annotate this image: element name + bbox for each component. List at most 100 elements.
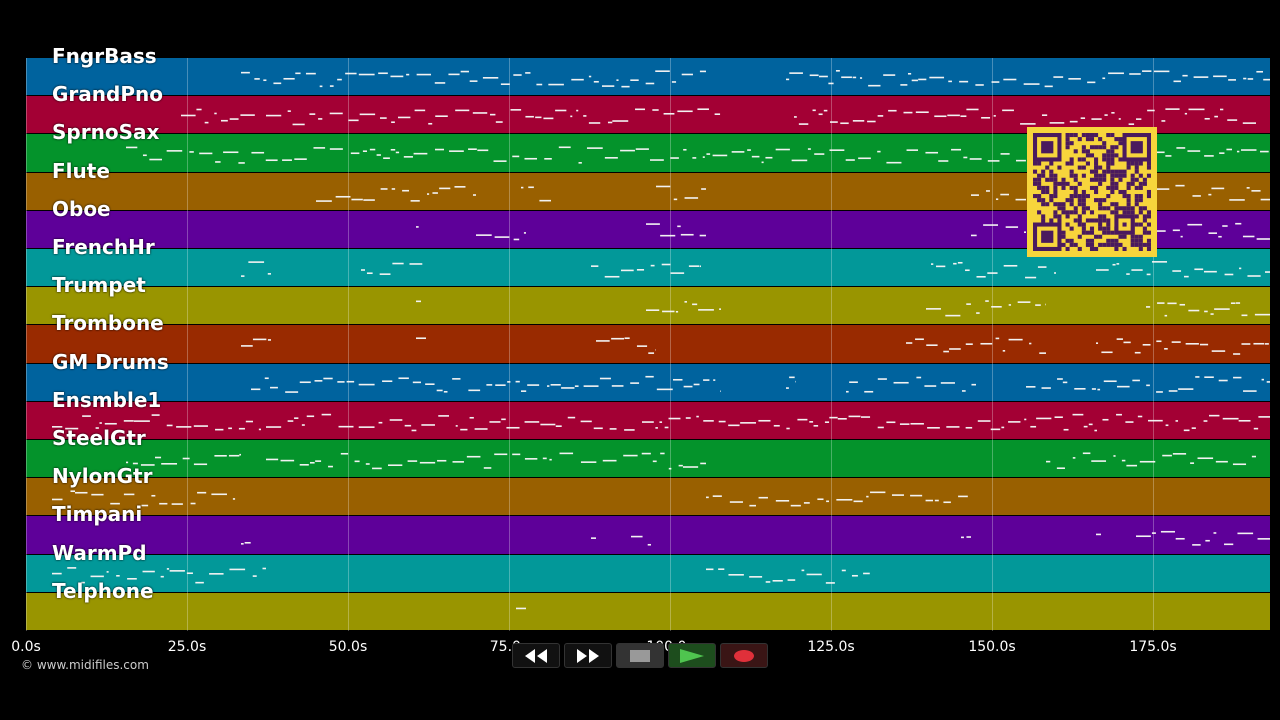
record-button[interactable] [720,643,768,668]
note [758,419,771,422]
note [1194,268,1204,271]
note [958,495,968,498]
note [655,427,658,429]
note [365,463,370,465]
note [1036,417,1052,420]
note [1209,414,1220,417]
fast-forward-button[interactable] [564,643,612,668]
note [1193,76,1209,78]
note [963,156,968,159]
note [1082,452,1091,455]
note [1179,303,1186,306]
note [1117,385,1130,388]
track-label: Telphone [52,578,154,603]
note [127,577,137,580]
note [593,80,599,83]
note [773,424,780,427]
track-label: Trumpet [52,273,146,298]
note [378,421,383,424]
note [583,115,587,117]
note [931,263,934,265]
note [142,154,147,157]
note [819,75,828,78]
note [659,421,663,423]
note [1261,378,1264,381]
note [986,190,990,192]
note [306,415,315,418]
note [160,575,164,578]
note [525,72,531,74]
note [358,383,375,386]
note [915,111,929,114]
note [190,502,196,505]
play-button[interactable] [668,643,716,668]
track-lane [26,363,1270,401]
note [664,426,669,429]
note [495,384,506,386]
note [703,420,714,422]
note [1103,380,1117,383]
note [678,464,683,467]
note [123,420,134,422]
note [966,303,971,305]
note [794,116,797,118]
note [65,427,79,430]
tick-label: 0.0s [11,639,41,655]
note [1235,222,1242,225]
note [684,197,699,199]
note [1116,338,1123,340]
note [645,82,655,85]
note [886,421,896,424]
note [801,569,805,572]
note [647,543,651,546]
rewind-button[interactable] [512,643,560,668]
note [1251,455,1256,458]
note [1088,423,1093,426]
note [486,384,493,386]
note [301,424,305,426]
note [413,152,428,155]
note [1182,74,1188,77]
note [787,579,796,581]
note [1210,313,1214,315]
note [1218,235,1222,238]
tick-label: 25.0s [167,639,207,655]
note [685,417,691,419]
note [403,156,413,158]
note [814,153,825,155]
note [540,423,556,426]
note [414,109,426,112]
note [142,570,155,573]
note [390,75,404,78]
note [1224,543,1234,546]
note [971,383,976,386]
note [1121,459,1126,462]
note [1229,199,1245,201]
note [238,427,245,430]
note [248,261,265,263]
note [151,414,160,416]
note [220,119,228,122]
note [195,581,204,584]
note [528,186,534,189]
stop-button[interactable] [616,643,664,668]
note [1257,538,1270,540]
note [1001,426,1005,429]
note [837,418,847,420]
note [848,415,861,418]
note [836,498,853,501]
note [797,418,808,421]
note [1104,114,1108,116]
note [1128,123,1135,125]
note [547,385,550,387]
note [455,425,458,427]
note [720,390,721,393]
note [765,581,771,583]
note [416,73,432,76]
note [795,380,796,383]
note [438,415,450,417]
note [682,466,699,468]
note [829,416,838,419]
note [535,116,542,119]
note [266,458,279,461]
